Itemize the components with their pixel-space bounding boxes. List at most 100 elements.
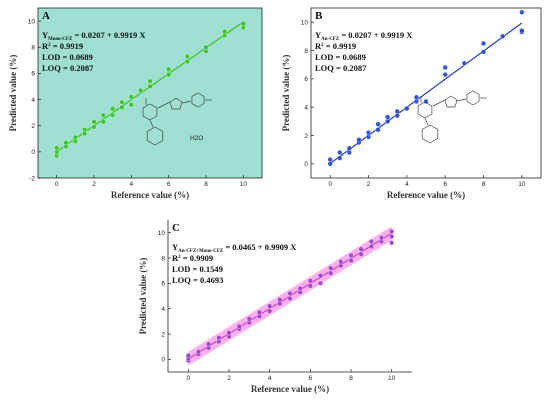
- data-point: [166, 66, 172, 73]
- lod-value: LOD = 0.0689: [42, 52, 93, 62]
- y-tick-label: 6: [31, 71, 35, 78]
- y-tick-label: 10: [28, 18, 36, 25]
- data-point: [375, 121, 381, 127]
- data-point: [394, 108, 400, 115]
- x-axis-label: Reference value (%): [387, 190, 465, 200]
- y-tick-label: 0: [161, 357, 165, 364]
- x-tick-label: 2: [367, 181, 371, 188]
- data-point: [91, 119, 97, 125]
- y-tick-label: -2: [29, 175, 35, 182]
- regression-line: [329, 22, 523, 165]
- panel-c: 0 2 4 6 8 10 0 2 4 6 8 10 Reference value (%) Predict…: [130, 212, 420, 417]
- data-point: [203, 44, 209, 50]
- x-tick-label: 8: [349, 375, 353, 382]
- molecule-structure: [417, 90, 487, 144]
- data-point: [368, 243, 374, 250]
- data-point: [277, 297, 283, 303]
- data-point: [346, 145, 352, 151]
- data-point: [365, 130, 372, 136]
- data-point: [389, 228, 395, 235]
- data-point: [358, 251, 364, 257]
- x-tick-label: 4: [405, 181, 409, 188]
- x-tick-label: 2: [227, 375, 231, 382]
- data-point: [91, 124, 97, 130]
- data-point: [216, 335, 222, 341]
- y-tick-label: 0: [31, 149, 35, 156]
- data-point: [368, 238, 374, 245]
- data-point: [100, 112, 106, 118]
- y-tick-label: 2: [161, 331, 165, 338]
- data-point: [328, 265, 334, 271]
- x-tick-label: 2: [92, 181, 96, 188]
- y-tick-label: 0: [304, 161, 308, 168]
- data-point: [480, 40, 487, 47]
- data-point: [246, 316, 252, 322]
- data-point: [307, 278, 313, 284]
- data-point: [378, 235, 385, 241]
- scatter-plot-an-cfz: 0 2 4 6 8 10 0 2 4 6 8 10 Reference value (%) Predict…: [281, 7, 542, 200]
- data-point: [338, 259, 344, 265]
- data-point: [226, 330, 232, 336]
- data-point: [375, 127, 381, 133]
- data-point: [348, 252, 354, 259]
- data-point: [328, 270, 334, 276]
- data-point: [54, 145, 60, 151]
- data-point: [206, 341, 212, 347]
- x-tick-label: 0: [55, 181, 59, 188]
- scatter-plot-mono-cfz: 0 2 4 6 8 10 -2 0 2 4 6 8 10 Reference value (%) Predi…: [8, 7, 263, 200]
- data-point: [461, 60, 467, 66]
- x-tick-label: 6: [167, 181, 171, 188]
- y-tick-label: 8: [31, 45, 35, 52]
- y-axis-label: Predicted value (%): [8, 55, 18, 132]
- x-tick-label: 0: [328, 181, 332, 188]
- data-point: [480, 49, 487, 55]
- data-point: [500, 33, 506, 39]
- data-point: [307, 283, 313, 289]
- y-axis-label: Predicted value (%): [281, 55, 291, 132]
- data-point: [317, 273, 324, 279]
- y-tick-label: 2: [31, 123, 35, 130]
- scatter-plot-combined: 0 2 4 6 8 10 0 2 4 6 8 10 Reference value (%) Predict…: [138, 220, 412, 394]
- lod-value: LOD = 0.1549: [172, 264, 223, 274]
- data-point: [423, 98, 429, 105]
- x-tick-label: 4: [268, 375, 272, 382]
- y-tick-label: 10: [301, 19, 309, 26]
- data-point: [147, 78, 153, 84]
- data-point: [72, 134, 78, 141]
- data-point: [519, 28, 525, 34]
- data-point: [240, 21, 246, 27]
- data-point: [317, 280, 324, 286]
- data-point: [389, 233, 395, 240]
- data-point: [287, 295, 293, 302]
- data-point: [389, 240, 395, 246]
- y-tick-label: 8: [161, 255, 165, 262]
- y-tick-label: 8: [304, 48, 308, 55]
- x-axis-label: Reference value (%): [251, 384, 329, 394]
- data-point: [100, 119, 106, 125]
- data-point: [267, 308, 273, 314]
- x-tick-label: 10: [518, 181, 526, 188]
- data-point: [337, 149, 343, 156]
- data-point: [236, 323, 242, 330]
- data-point: [297, 285, 303, 292]
- data-point: [358, 246, 364, 252]
- data-point: [356, 137, 362, 143]
- r-squared: R2 = 0.9919: [315, 41, 356, 51]
- x-tick-label: 10: [388, 375, 396, 382]
- y-tick-label: 2: [304, 133, 308, 140]
- regression-equation: YMono-CFZ = 0.0207 + 0.9919 X: [42, 30, 146, 42]
- data-point: [442, 64, 448, 71]
- data-point: [128, 94, 134, 100]
- regression-equation: YAn-CFZ = 0.0207 + 0.9919 X: [315, 30, 413, 42]
- x-tick-label: 0: [187, 375, 191, 382]
- x-tick-label: 6: [309, 375, 313, 382]
- loq-value: LOQ = 0.2087: [315, 63, 367, 73]
- loq-value: LOQ = 0.4693: [172, 275, 223, 285]
- y-tick-label: 4: [304, 104, 308, 111]
- y-axis-label: Predicted value (%): [138, 258, 148, 335]
- data-point: [222, 28, 228, 35]
- data-point: [119, 99, 125, 105]
- data-point: [82, 127, 88, 133]
- data-point: [63, 140, 69, 146]
- data-point: [138, 87, 144, 93]
